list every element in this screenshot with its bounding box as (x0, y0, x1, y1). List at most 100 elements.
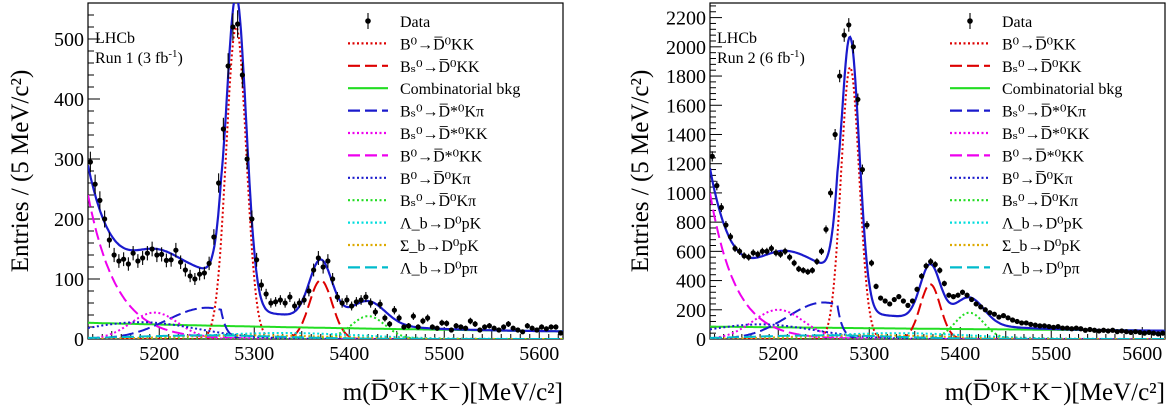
data-point (358, 297, 364, 303)
data-point (182, 267, 188, 273)
curve-total-fit (88, 3, 563, 333)
run-label-sup: -1 (790, 48, 799, 60)
legend-label: Bₛ⁰→D̅⁰KK (400, 58, 480, 76)
data-point (905, 302, 911, 308)
data-point (796, 266, 802, 272)
data-point (206, 260, 212, 266)
data-point (258, 282, 264, 288)
legend-label: B⁰→D̅⁰KK (1002, 36, 1077, 54)
data-point (1037, 323, 1043, 329)
data-point (254, 257, 260, 263)
data-point (1060, 325, 1066, 331)
data-point (477, 327, 483, 333)
data-point (306, 288, 312, 294)
data-point (755, 251, 761, 257)
data-point (1110, 327, 1116, 333)
data-point (1078, 326, 1084, 332)
data-point (353, 299, 359, 305)
data-point (396, 315, 402, 321)
data-point (1014, 318, 1020, 325)
data-point (192, 276, 198, 282)
x-tick-label: 5200 (139, 343, 179, 365)
data-point (1082, 327, 1088, 333)
curve-bdstkk (710, 192, 1165, 339)
data-point (1041, 323, 1048, 329)
x-tick-label: 5500 (424, 343, 464, 365)
data-point (144, 250, 150, 256)
data-point (1096, 328, 1102, 334)
data-point (900, 298, 906, 304)
data-point (946, 292, 952, 298)
x-axis-title: m(D̅⁰K⁺K⁻)[MeV/c²] (945, 379, 1165, 406)
data-point (873, 283, 879, 290)
legend-label: Bₛ⁰→D̅*⁰KK (1002, 125, 1090, 143)
data-point (882, 298, 888, 304)
data-point (282, 300, 288, 306)
data-point (486, 323, 492, 329)
data-point (937, 267, 943, 273)
legend-label: B⁰→D̅*⁰KK (1002, 148, 1085, 166)
data-point (918, 273, 925, 279)
data-point (768, 245, 775, 252)
data-point (444, 320, 450, 326)
curve-sig (88, 25, 563, 339)
data-point (520, 329, 526, 335)
legend-label: Bₛ⁰→D̅*⁰KK (400, 125, 488, 143)
experiment-label: LHCb (717, 30, 757, 47)
data-point (773, 250, 779, 256)
data-point (505, 321, 511, 327)
fit-curves (88, 3, 563, 339)
data-point (991, 311, 997, 317)
y-tick-label: 2200 (666, 8, 706, 30)
y-tick-label: 1800 (666, 66, 706, 88)
data-point (1087, 326, 1093, 333)
data-point (978, 304, 984, 310)
data-point (387, 321, 393, 327)
data-point (1005, 315, 1011, 321)
data-point (239, 72, 245, 78)
x-tick-label: 5500 (1031, 343, 1071, 365)
y-tick-label: 1200 (666, 154, 706, 176)
data-point (372, 309, 378, 315)
data-point (1000, 313, 1007, 319)
legend-label: B⁰→D̅⁰KK (400, 36, 475, 54)
run-label-main: Run 1 (3 fb (95, 50, 168, 67)
run-label-main: Run 2 (6 fb (717, 50, 790, 67)
data-point (211, 234, 217, 240)
data-point (458, 324, 464, 330)
data-point (777, 251, 784, 257)
data-point (178, 259, 184, 265)
data-point (315, 255, 321, 261)
y-axis-title: Entries / (5 MeV/c²) (627, 70, 654, 273)
legend: Data B⁰→D̅⁰KK Bₛ⁰→D̅⁰KK Combinatorial bkg Bₛ… (348, 13, 520, 277)
data-point (909, 298, 916, 304)
data-point (491, 325, 497, 331)
run-label-end: ) (800, 50, 805, 67)
data-point (249, 216, 255, 222)
data-point (814, 258, 820, 265)
data-point (850, 44, 856, 50)
data-point (736, 248, 743, 254)
legend-label: Λ_b→D⁰pK (400, 216, 482, 233)
data-point (325, 258, 331, 264)
data-point (727, 234, 734, 240)
data-point (197, 271, 203, 277)
curve-sig (710, 65, 1165, 339)
data-point (548, 324, 554, 330)
data-point (982, 307, 988, 313)
data-point (837, 73, 843, 79)
data-point (827, 190, 834, 196)
legend-marker (365, 18, 371, 24)
data-point (973, 301, 979, 307)
x-tick-label: 5300 (849, 343, 889, 365)
data-point (868, 260, 875, 266)
data-point (125, 261, 131, 267)
legend-label: Bₛ⁰→D̅*⁰Kπ (1002, 103, 1086, 121)
legend-label: Λ_b→D⁰pπ (400, 260, 478, 277)
data-point (173, 247, 179, 253)
data-point (1091, 327, 1098, 333)
data-point (1023, 320, 1029, 326)
data-point (1137, 329, 1143, 336)
curve-bdstkk (88, 194, 563, 339)
